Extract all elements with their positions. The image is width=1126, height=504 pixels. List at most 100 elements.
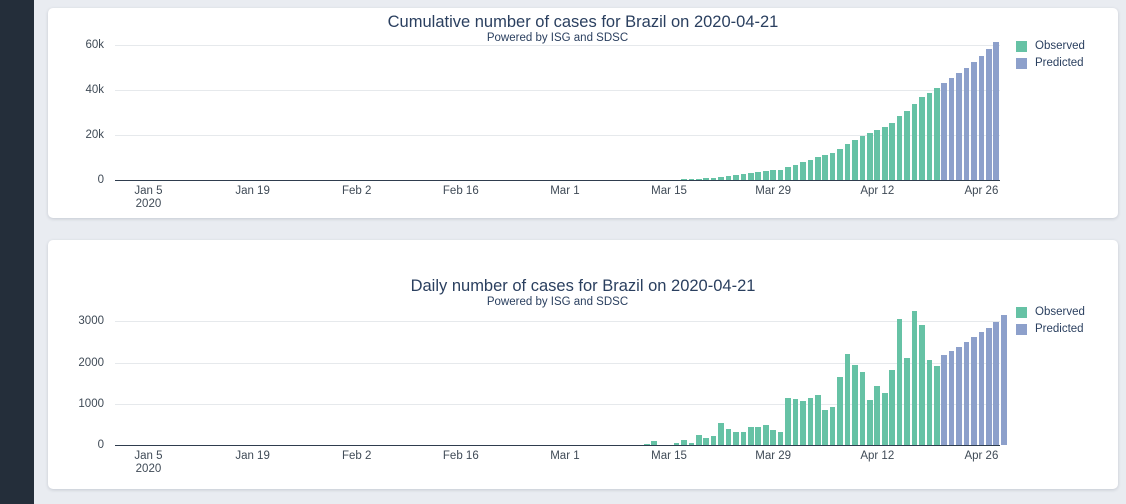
observed-bar [695, 178, 702, 180]
sidebar [0, 0, 34, 504]
observed-swatch-icon [1016, 306, 1027, 318]
predicted-bar [1000, 315, 1007, 445]
observed-bar [926, 92, 933, 180]
gridline [115, 44, 1000, 46]
predicted-bar [941, 354, 948, 445]
predicted-bar [948, 350, 955, 445]
observed-bar [837, 149, 843, 180]
observed-bar [904, 111, 910, 180]
predicted-bar [993, 41, 1000, 180]
y-axis-tick-label: 40k [85, 83, 104, 96]
x-axis-tick-label: Jan 19 [235, 185, 270, 197]
daily-plot-area[interactable]: 0 1000 2000 3000 Jan 5 2020 Jan 19 Feb 2 Feb 16 M… [48, 240, 1118, 489]
x-axis-tick-label: Mar 29 [755, 450, 792, 462]
gridline [115, 362, 1000, 364]
observed-bar [733, 174, 739, 180]
predicted-bar [978, 55, 985, 180]
x-axis-tick-label: Jan 5 2020 [134, 185, 163, 210]
predicted-bar [993, 322, 1000, 445]
legend-label: Observed [1035, 306, 1085, 318]
observed-bar [852, 365, 858, 445]
x-axis-tick-label: Apr 12 [860, 450, 895, 462]
predicted-bar [956, 346, 962, 445]
observed-bar [740, 432, 747, 445]
x-axis-tick-label: Feb 16 [442, 450, 479, 462]
observed-bar [785, 398, 791, 445]
observed-bar [688, 179, 695, 180]
observed-bar [829, 152, 836, 180]
observed-bar [703, 437, 710, 445]
legend-label: Observed [1035, 40, 1085, 52]
legend-label: Predicted [1035, 57, 1084, 69]
observed-bar [748, 173, 754, 180]
x-axis-tick-label: Mar 1 [550, 185, 580, 197]
observed-bar [889, 369, 895, 445]
observed-bar [867, 400, 873, 445]
observed-bar [904, 358, 910, 445]
daily-chart: Daily number of cases for Brazil on 2020… [48, 240, 1118, 489]
observed-bar [852, 139, 858, 180]
daily-chart-card: Daily number of cases for Brazil on 2020… [48, 240, 1118, 489]
observed-bar [859, 371, 866, 445]
observed-bar [725, 429, 732, 445]
legend-item-observed[interactable]: Observed [1016, 306, 1085, 318]
predicted-bar [956, 73, 962, 180]
predicted-swatch-icon [1016, 57, 1027, 69]
observed-bar [800, 400, 806, 445]
legend-label: Predicted [1035, 323, 1084, 335]
predicted-bar [941, 83, 948, 180]
observed-bar [896, 318, 903, 445]
observed-bar [807, 159, 814, 180]
observed-bar [703, 178, 710, 180]
gridline [115, 134, 1000, 136]
x-axis-tick-label: Jan 19 [235, 450, 270, 462]
predicted-bar [971, 336, 977, 445]
observed-bar [673, 443, 680, 445]
x-axis-tick-label: Mar 29 [755, 185, 792, 197]
x-axis-tick-label: Apr 26 [964, 185, 999, 197]
observed-bar [822, 409, 829, 445]
y-axis-tick-label: 0 [97, 174, 104, 186]
chart-subtitle: Powered by ISG and SDSC [486, 296, 629, 308]
x-axis-tick-label: Feb 2 [341, 450, 372, 462]
observed-bar [911, 310, 918, 445]
observed-bar [792, 398, 799, 445]
observed-bar [800, 162, 806, 180]
observed-bar [718, 423, 724, 445]
predicted-bar [978, 331, 985, 445]
x-axis-tick-label: Feb 2 [341, 185, 372, 197]
gridline [115, 403, 1000, 405]
observed-bar [710, 177, 717, 180]
observed-bar [681, 440, 687, 445]
gridline [115, 321, 1000, 323]
y-axis-tick-label: 20k [85, 128, 104, 141]
chart-title: Daily number of cases for Brazil on 2020… [410, 277, 756, 295]
observed-bar [762, 424, 769, 445]
observed-bar [733, 431, 739, 445]
legend-item-predicted[interactable]: Predicted [1016, 57, 1085, 69]
observed-bar [755, 172, 762, 180]
x-axis-line [115, 445, 1000, 446]
x-axis-line [115, 180, 1000, 181]
observed-bar [718, 176, 724, 180]
observed-bar [837, 376, 843, 445]
cumulative-chart-card: Cumulative number of cases for Brazil on… [48, 8, 1118, 218]
legend-item-predicted[interactable]: Predicted [1016, 323, 1085, 335]
observed-bar [919, 97, 925, 180]
observed-bar [896, 116, 903, 180]
y-axis-tick-label: 60k [85, 38, 104, 51]
observed-bar [881, 127, 888, 180]
observed-bar [688, 442, 695, 445]
observed-bar [695, 434, 702, 445]
predicted-swatch-icon [1016, 323, 1027, 335]
observed-bar [822, 154, 829, 180]
observed-bar [792, 164, 799, 180]
x-axis-tick-label: Feb 16 [442, 185, 479, 197]
observed-bar [643, 444, 650, 445]
x-axis-tick-label: Mar 15 [651, 450, 687, 462]
legend-item-observed[interactable]: Observed [1016, 40, 1085, 52]
observed-bar [911, 103, 918, 180]
observed-bar [881, 393, 888, 445]
cumulative-plot-area[interactable]: 0 20k 40k 60k Jan 5 2020 Jan 19 Feb 2 Feb 16 Mar … [48, 8, 1118, 218]
y-axis-tick-label: 2000 [78, 356, 104, 369]
